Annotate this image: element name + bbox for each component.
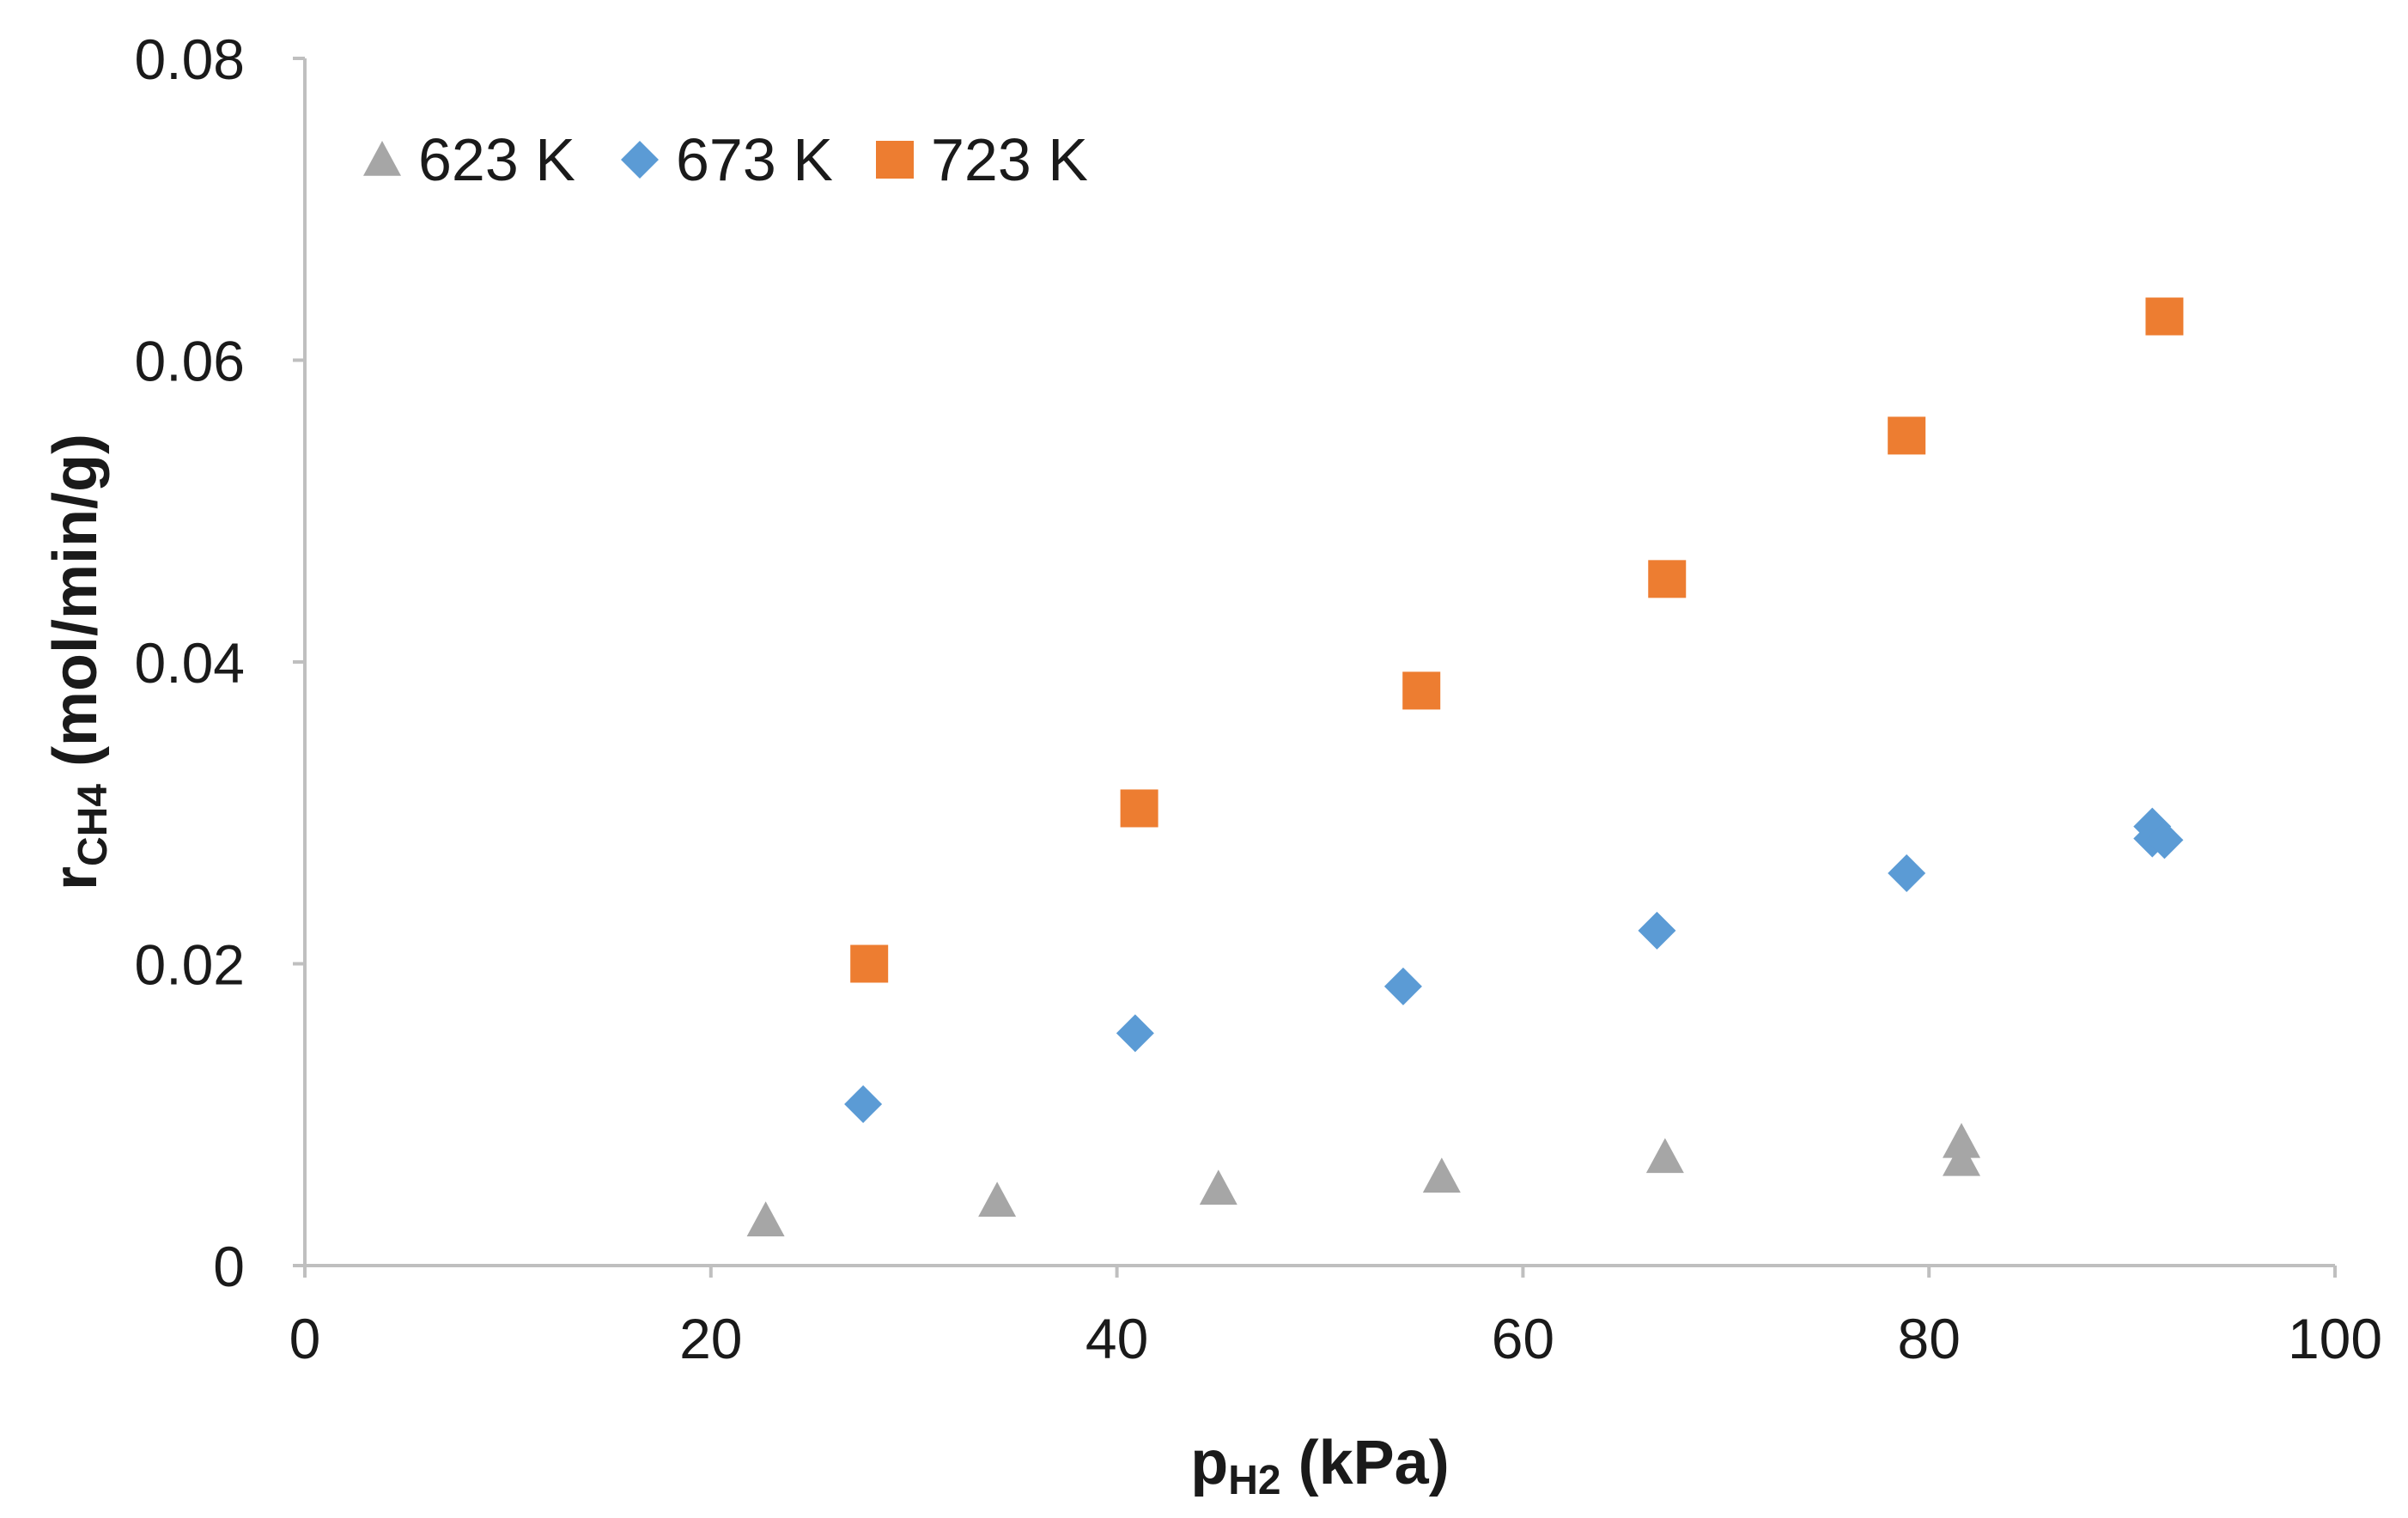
y-ticks: 0 0.02 0.04 0.06 0.08 bbox=[135, 27, 305, 1298]
data-point-623-k bbox=[1943, 1140, 1981, 1176]
y-tick-label: 0.06 bbox=[135, 330, 245, 393]
x-tick-label: 0 bbox=[289, 1307, 321, 1370]
y-tick-label: 0 bbox=[213, 1235, 245, 1298]
data-point-623-k bbox=[1199, 1169, 1237, 1205]
data-point-723-k bbox=[1888, 416, 1926, 455]
x-axis-title: pH2 (kPa) bbox=[1190, 1429, 1449, 1503]
data-point-623-k bbox=[1645, 1138, 1684, 1174]
y-axis-title: rCH4 (mol/min/g) bbox=[41, 434, 116, 890]
x-tick-label: 100 bbox=[2288, 1307, 2382, 1370]
plot-area bbox=[303, 58, 2335, 1267]
data-markers bbox=[746, 297, 2184, 1236]
x-tick-label: 60 bbox=[1492, 1307, 1554, 1370]
legend-label-623-k: 623 K bbox=[418, 126, 575, 193]
x-tick-label: 40 bbox=[1085, 1307, 1148, 1370]
legend-label-673-k: 673 K bbox=[676, 126, 833, 193]
data-point-623-k bbox=[1943, 1122, 1981, 1158]
x-tick-label: 20 bbox=[679, 1307, 742, 1370]
y-tick-label: 0.04 bbox=[135, 631, 245, 695]
data-point-673-k bbox=[1888, 854, 1926, 893]
data-point-723-k bbox=[1648, 560, 1687, 598]
data-point-723-k bbox=[1120, 789, 1158, 828]
data-point-623-k bbox=[746, 1201, 785, 1236]
legend-marker-673-k bbox=[621, 141, 659, 179]
data-point-673-k bbox=[1638, 911, 1676, 950]
data-point-623-k bbox=[1422, 1157, 1461, 1193]
legend: 623 K 673 K 723 K bbox=[363, 126, 1088, 193]
y-tick-label: 0.08 bbox=[135, 27, 245, 91]
data-point-623-k bbox=[978, 1181, 1017, 1217]
legend-marker-723-k bbox=[876, 141, 914, 179]
data-point-723-k bbox=[850, 944, 889, 983]
data-point-673-k bbox=[2145, 821, 2184, 859]
data-point-723-k bbox=[2145, 297, 2184, 336]
y-tick-label: 0.02 bbox=[135, 933, 245, 997]
x-ticks: 0 20 40 60 80 100 bbox=[289, 1266, 2382, 1370]
data-point-723-k bbox=[1402, 671, 1441, 710]
data-point-673-k bbox=[1116, 1014, 1154, 1053]
legend-label-723-k: 723 K bbox=[931, 126, 1088, 193]
data-point-673-k bbox=[1383, 967, 1422, 1005]
legend-marker-623-k bbox=[363, 141, 401, 176]
x-tick-label: 80 bbox=[1897, 1307, 1960, 1370]
data-point-673-k bbox=[844, 1084, 883, 1123]
